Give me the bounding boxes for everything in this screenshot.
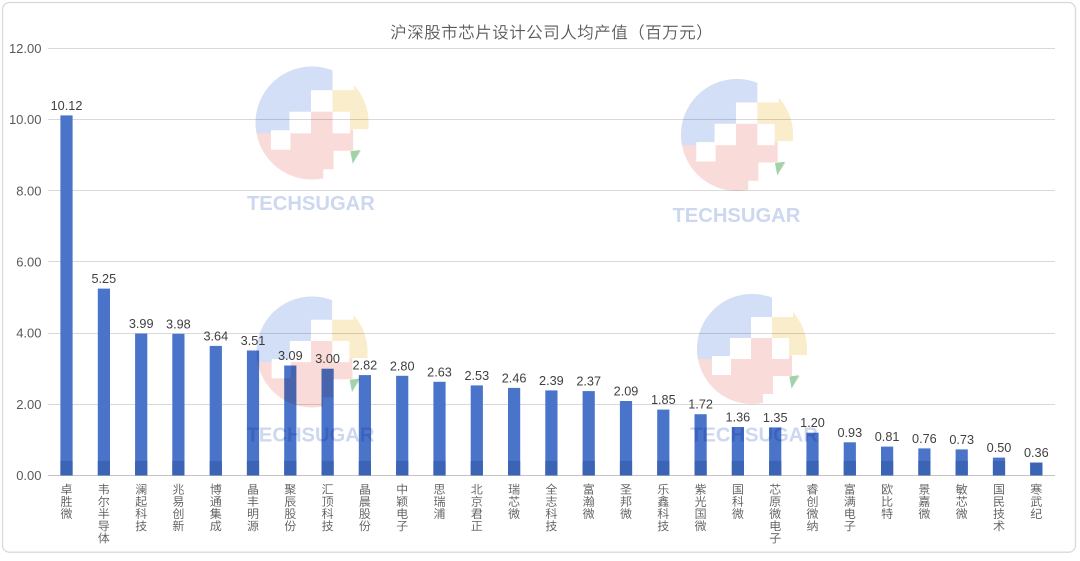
svg-text:TECHSUGAR: TECHSUGAR [672, 205, 800, 227]
svg-text:10.00: 10.00 [9, 112, 42, 127]
svg-text:2.63: 2.63 [427, 365, 452, 379]
svg-text:2.39: 2.39 [539, 374, 564, 388]
svg-text:0.73: 0.73 [949, 433, 974, 447]
svg-text:0.50: 0.50 [987, 441, 1012, 455]
svg-text:TECHSUGAR: TECHSUGAR [247, 425, 375, 447]
svg-text:0.76: 0.76 [912, 432, 937, 446]
svg-text:8.00: 8.00 [16, 183, 41, 198]
svg-text:3.99: 3.99 [129, 317, 154, 331]
svg-text:TECHSUGAR: TECHSUGAR [690, 425, 818, 447]
svg-text:3.98: 3.98 [166, 317, 191, 331]
svg-text:0.81: 0.81 [875, 430, 900, 444]
svg-text:4.00: 4.00 [16, 326, 41, 341]
svg-text:6.00: 6.00 [16, 255, 41, 270]
svg-text:1.20: 1.20 [800, 416, 825, 430]
svg-text:2.80: 2.80 [390, 359, 415, 373]
svg-text:0.93: 0.93 [837, 426, 862, 440]
svg-text:2.46: 2.46 [502, 371, 527, 385]
svg-text:10.12: 10.12 [51, 99, 83, 113]
svg-text:1.85: 1.85 [651, 393, 676, 407]
svg-text:2.09: 2.09 [614, 385, 639, 399]
svg-text:0.36: 0.36 [1024, 446, 1049, 460]
svg-text:TECHSUGAR: TECHSUGAR [247, 193, 375, 215]
svg-text:0.00: 0.00 [16, 468, 41, 483]
svg-text:2.53: 2.53 [464, 369, 489, 383]
svg-text:12.00: 12.00 [9, 41, 42, 56]
svg-text:2.37: 2.37 [576, 375, 601, 389]
svg-text:1.36: 1.36 [726, 411, 751, 425]
svg-text:5.25: 5.25 [91, 272, 116, 286]
svg-text:1.35: 1.35 [763, 411, 788, 425]
svg-text:1.72: 1.72 [688, 398, 713, 412]
svg-text:2.00: 2.00 [16, 397, 41, 412]
svg-text:3.64: 3.64 [203, 329, 228, 343]
